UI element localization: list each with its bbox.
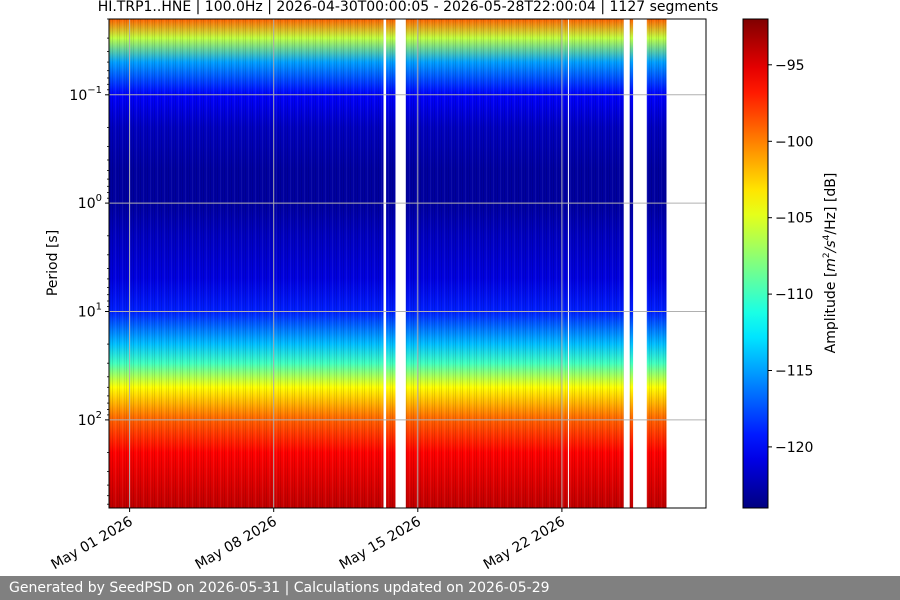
x-tick-label: May 15 2026 (337, 514, 424, 574)
data-gap (623, 19, 630, 508)
y-tick-label: 100 (78, 193, 102, 212)
colorbar-tick-label: −115 (775, 364, 813, 380)
data-gap (633, 19, 647, 508)
y-tick-exponent: 1 (96, 302, 102, 313)
y-tick-base: 10 (78, 305, 96, 321)
colorbar-tick-label: −110 (775, 287, 813, 303)
data-gap (383, 19, 387, 508)
y-tick-base: 10 (78, 413, 96, 429)
y-tick-exponent: 0 (96, 193, 102, 204)
colorbar-frame (742, 18, 769, 509)
psd-spectrogram-chart: HI.TRP1..HNE | 100.0Hz | 2026-04-30T00:0… (45, 0, 839, 573)
heatmap-texture (109, 19, 706, 508)
colorbar-label-sup2: 4 (822, 234, 832, 240)
x-tick-label: May 22 2026 (481, 514, 568, 574)
colorbar-label: Amplitude [m2/s4/Hz] [dB] (822, 173, 839, 354)
y-tick-label: 102 (78, 410, 102, 429)
colorbar-tick-label: −100 (775, 134, 813, 150)
y-tick-base: 10 (78, 196, 96, 212)
data-gaps (383, 19, 706, 508)
colorbar-tick-label: −120 (775, 440, 813, 456)
colorbar-ticks: −95 −100 −105 −110 −115 −120 (768, 58, 813, 456)
colorbar-tick-label: −95 (775, 58, 805, 74)
gridlines (109, 19, 706, 508)
y-tick-exponent: 2 (96, 410, 102, 421)
data-gap (567, 19, 569, 508)
x-tick-label: May 01 2026 (49, 514, 136, 574)
colorbar-label-sup1: 2 (822, 252, 832, 258)
colorbar: −95 −100 −105 −110 −115 −120 Amplitude [m2/s4… (742, 18, 839, 509)
colorbar-label-mid: /s (823, 240, 839, 254)
plot-frame (108, 18, 707, 509)
x-tick-label: May 08 2026 (193, 514, 280, 574)
data-gap (666, 19, 706, 508)
chart-title: HI.TRP1..HNE | 100.0Hz | 2026-04-30T00:0… (98, 0, 719, 15)
y-axis-label: Period [s] (45, 230, 61, 296)
y-tick-label: 10−1 (69, 85, 102, 104)
plot-area (108, 18, 707, 509)
data-gap (395, 19, 406, 508)
y-tick-exponent: −1 (87, 85, 102, 96)
colorbar-fill (743, 19, 768, 508)
colorbar-label-tail: /Hz] [dB] (823, 173, 839, 235)
y-tick-base: 10 (69, 88, 87, 104)
footer-bar: Generated by SeedPSD on 2026-05-31 | Cal… (0, 576, 900, 600)
colorbar-label-main: Amplitude [ (823, 272, 839, 354)
colorbar-label-m: m (823, 258, 839, 272)
y-tick-label: 101 (78, 302, 102, 321)
x-axis: May 01 2026 May 08 2026 May 15 2026 May 22 … (49, 508, 568, 573)
footer-text: Generated by SeedPSD on 2026-05-31 | Cal… (9, 580, 550, 596)
colorbar-tick-label: −105 (775, 211, 813, 227)
